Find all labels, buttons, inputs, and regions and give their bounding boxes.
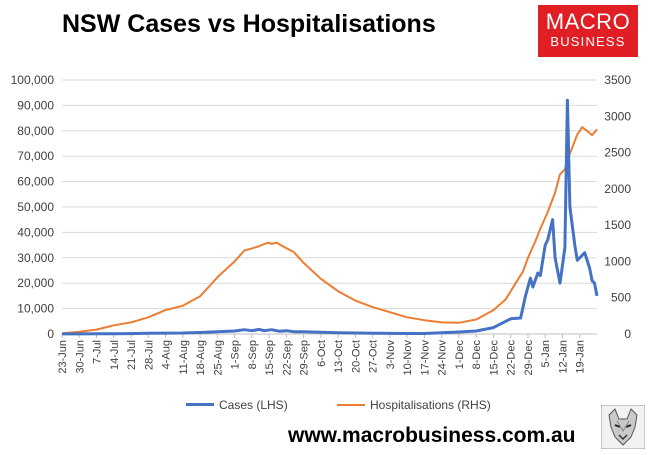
x-tick-label: 29-Sep — [299, 340, 311, 375]
y-left-tick-label: 100,000 — [11, 73, 55, 87]
x-tick-label: 22-Dec — [506, 340, 518, 376]
x-tick-label: 23-Jun — [57, 340, 69, 374]
chart-legend: Cases (LHS) Hospitalisations (RHS) — [0, 398, 649, 416]
x-tick-label: 25-Aug — [212, 340, 224, 375]
x-tick-label: 7-Jul — [92, 340, 104, 364]
x-tick-label: 8-Sep — [247, 340, 259, 369]
series-line-cases — [62, 98, 599, 336]
x-tick-label: 18-Aug — [195, 340, 207, 375]
x-tick-label: 19-Jan — [575, 340, 587, 374]
y-left-tick-label: 40,000 — [17, 225, 54, 239]
y-right-tick-label: 3000 — [604, 109, 631, 123]
legend-label-hospitalisations: Hospitalisations (RHS) — [370, 398, 491, 412]
series-line-hospitalisations — [61, 126, 598, 335]
legend-swatch-hospitalisations — [337, 403, 365, 406]
y-right-tick-label: 3500 — [604, 73, 631, 87]
legend-label-cases: Cases (LHS) — [219, 398, 288, 412]
x-tick-label: 1-Dec — [454, 340, 466, 370]
legend-item-hospitalisations: Hospitalisations (RHS) — [337, 398, 491, 412]
x-tick-label: 6-Oct — [316, 340, 328, 367]
x-tick-label: 15-Dec — [488, 340, 500, 376]
y-left-tick-label: 70,000 — [17, 149, 54, 163]
y-left-tick-label: 10,000 — [17, 302, 54, 316]
x-tick-label: 1-Sep — [230, 340, 242, 369]
y-left-tick-label: 60,000 — [17, 175, 54, 189]
y-right-tick-label: 500 — [611, 291, 631, 305]
chart-title: NSW Cases vs Hospitalisations — [62, 10, 436, 38]
y-left-tick-label: 20,000 — [17, 276, 54, 290]
x-tick-label: 8-Dec — [471, 340, 483, 370]
x-tick-label: 12-Jan — [557, 340, 569, 374]
x-tick-label: 10-Nov — [402, 340, 414, 376]
y-right-tick-label: 1500 — [604, 218, 631, 232]
x-tick-label: 21-Jul — [126, 340, 138, 370]
y-left-tick-label: 80,000 — [17, 124, 54, 138]
y-left-tick-label: 30,000 — [17, 251, 54, 265]
logo-line-2: BUSINESS — [550, 34, 626, 49]
logo-line-1: MACRO — [545, 9, 631, 34]
legend-swatch-cases — [186, 403, 214, 407]
macro-business-logo: MACRO BUSINESS — [538, 5, 638, 57]
x-tick-label: 3-Nov — [385, 340, 397, 370]
y-left-tick-label: 90,000 — [17, 98, 54, 112]
x-tick-label: 24-Nov — [437, 340, 449, 376]
y-right-tick-label: 1000 — [604, 254, 631, 268]
y-left-tick-label: 0 — [47, 327, 54, 341]
x-tick-label: 27-Oct — [368, 340, 380, 373]
x-tick-label: 5-Jan — [540, 340, 552, 368]
y-right-tick-label: 2500 — [604, 146, 631, 160]
website-url: www.macrobusiness.com.au — [288, 424, 576, 447]
y-right-tick-label: 2000 — [604, 182, 631, 196]
x-tick-label: 15-Sep — [264, 340, 276, 375]
x-tick-label: 20-Oct — [350, 340, 362, 373]
x-tick-label: 22-Sep — [281, 340, 293, 375]
x-tick-label: 14-Jul — [109, 340, 121, 370]
y-left-tick-label: 50,000 — [17, 200, 54, 214]
x-tick-label: 13-Oct — [333, 340, 345, 373]
x-tick-label: 11-Aug — [178, 340, 190, 375]
y-right-tick-label: 0 — [624, 327, 631, 341]
x-tick-label: 4-Aug — [161, 340, 173, 369]
x-tick-label: 17-Nov — [419, 340, 431, 376]
legend-item-cases: Cases (LHS) — [186, 398, 288, 412]
wolf-icon — [601, 405, 645, 449]
x-tick-label: 29-Dec — [523, 340, 535, 376]
x-tick-label: 28-Jul — [143, 340, 155, 370]
x-tick-label: 30-Jun — [74, 340, 86, 374]
